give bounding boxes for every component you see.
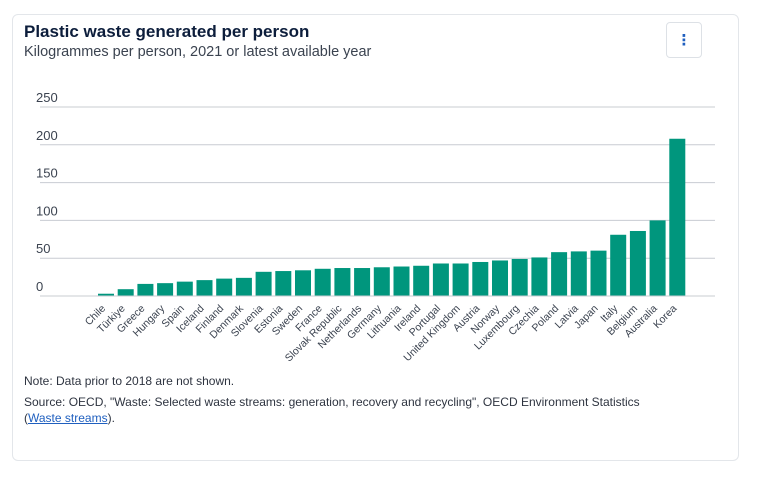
source-link-wrap: (Waste streams). (24, 411, 115, 425)
chart-source: Source: OECD, "Waste: Selected waste str… (24, 394, 714, 426)
bar[interactable] (137, 283, 154, 296)
bar[interactable] (472, 261, 489, 296)
source-text: Source: OECD, "Waste: Selected waste str… (24, 395, 640, 409)
bar[interactable] (314, 268, 331, 296)
bar[interactable] (235, 277, 252, 296)
chart-note: Note: Data prior to 2018 are not shown. (24, 374, 235, 388)
bar[interactable] (255, 271, 272, 296)
bar[interactable] (393, 266, 410, 296)
bar[interactable] (354, 268, 371, 296)
bar[interactable] (196, 280, 213, 296)
bar[interactable] (492, 260, 508, 296)
bar[interactable] (590, 250, 607, 296)
bar[interactable] (275, 271, 292, 296)
bar[interactable] (117, 289, 134, 296)
bar[interactable] (334, 268, 351, 296)
y-tick-label: 150 (36, 166, 58, 181)
bar[interactable] (610, 234, 627, 296)
source-link[interactable]: Waste streams (28, 411, 108, 425)
bar[interactable] (570, 251, 587, 296)
bar[interactable] (413, 265, 430, 296)
bar[interactable] (216, 278, 233, 296)
chart-title: Plastic waste generated per person (24, 22, 310, 41)
bar[interactable] (669, 138, 686, 296)
more-vertical-icon: ⋮ (676, 31, 692, 49)
bar[interactable] (511, 258, 528, 296)
bar[interactable] (432, 263, 449, 296)
y-tick-label: 0 (36, 279, 43, 294)
y-tick-label: 100 (36, 203, 58, 218)
y-tick-label: 200 (36, 128, 58, 143)
bar[interactable] (551, 252, 568, 296)
bar[interactable] (629, 230, 646, 296)
bar[interactable] (452, 263, 469, 296)
more-options-button[interactable]: ⋮ (666, 22, 702, 58)
bar[interactable] (98, 293, 114, 296)
bar[interactable] (649, 220, 666, 296)
bar[interactable] (373, 267, 390, 296)
bar[interactable] (176, 281, 193, 296)
bar[interactable] (157, 283, 174, 296)
bar[interactable] (531, 257, 548, 296)
y-tick-label: 50 (36, 241, 50, 256)
y-tick-label: 250 (36, 90, 58, 105)
chart-subtitle: Kilogrammes per person, 2021 or latest a… (24, 44, 372, 60)
bar[interactable] (295, 270, 311, 296)
